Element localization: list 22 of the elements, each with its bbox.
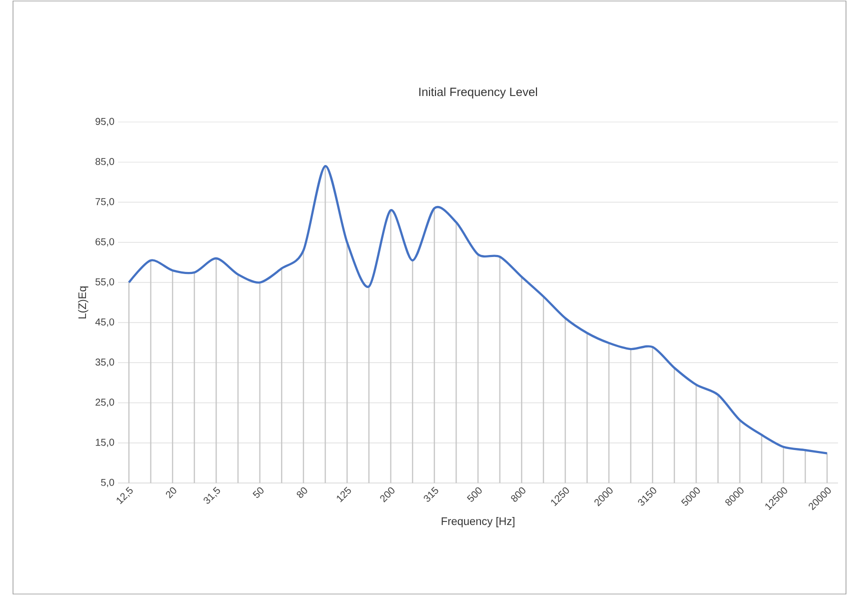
- x-tick-label: 500: [466, 487, 482, 502]
- x-tick-label: 315: [424, 486, 438, 502]
- y-tick-label: 45,0: [95, 318, 114, 327]
- x-tick-label: 800: [511, 487, 526, 502]
- x-tick-label: 50: [252, 487, 264, 498]
- y-tick-label: 25,0: [96, 398, 114, 407]
- chart-title: Initial Frequency Level: [419, 87, 537, 99]
- y-tick-label: 85,0: [96, 158, 114, 166]
- y-tick-label: 95,0: [96, 118, 114, 126]
- y-tick-label: 35,0: [95, 358, 114, 367]
- line-series: [128, 165, 828, 454]
- y-tick-label: 65,0: [96, 238, 114, 246]
- y-tick-label: 75,0: [96, 198, 114, 206]
- x-tick-label: 20: [166, 487, 176, 498]
- y-tick-label: 55,0: [96, 278, 114, 287]
- x-axis-title: Frequency [Hz]: [442, 517, 514, 528]
- y-tick-label: 15,0: [96, 438, 114, 448]
- x-tick-label: 80: [296, 487, 308, 498]
- y-axis-title: L(Z)Eq: [78, 286, 88, 318]
- x-tick-label: 125: [336, 486, 351, 502]
- x-tick-label: 200: [380, 487, 394, 502]
- y-tick-label: 5,0: [101, 478, 114, 488]
